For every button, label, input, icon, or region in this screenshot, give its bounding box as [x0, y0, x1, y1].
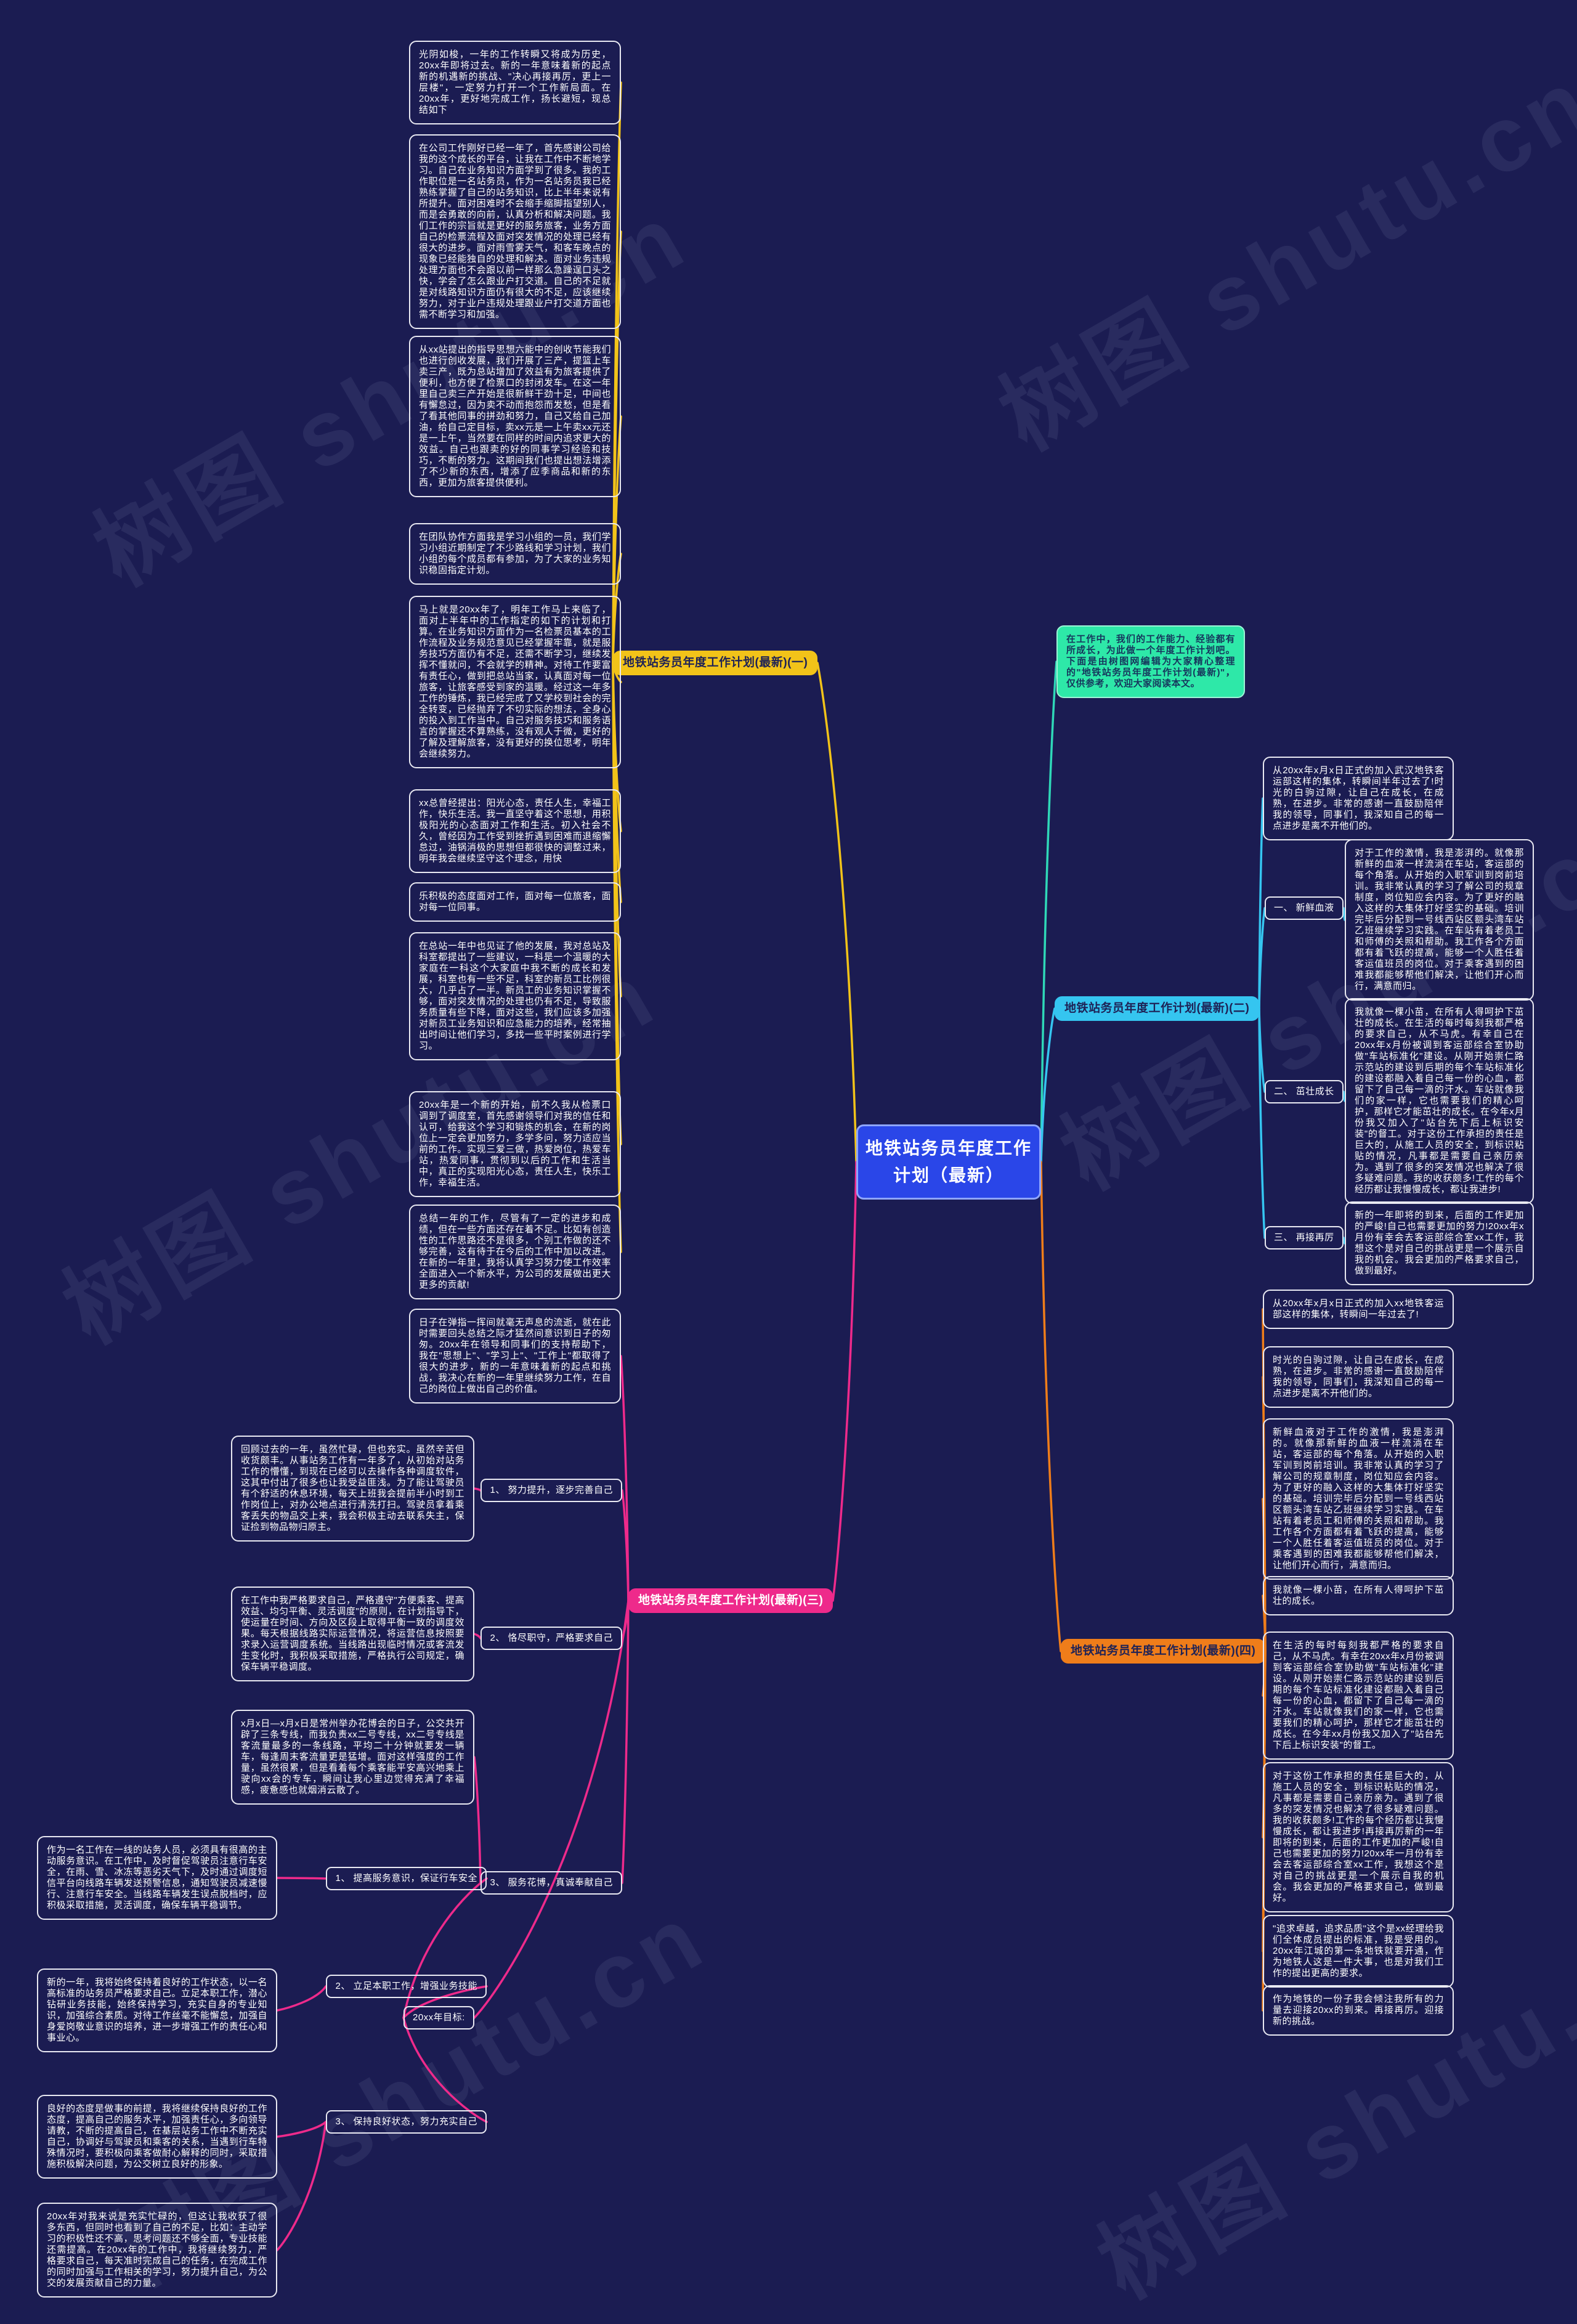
branch-curve: [1040, 660, 1058, 1163]
branch-curve: [276, 2121, 327, 2138]
branch-curve: [816, 662, 857, 1163]
node-section-label[interactable]: 3、 服务花博，真诚奉献自己: [480, 1871, 622, 1895]
branch-curve: [1258, 907, 1266, 1010]
node-branch-4[interactable]: 地铁站务员年度工作计划(最新)(四): [1061, 1639, 1266, 1664]
branch-curve: [1342, 1091, 1346, 1102]
node-goal-item[interactable]: 1、 提高服务意识，保证行车安全: [326, 1867, 487, 1890]
branch-curve: [473, 1599, 630, 2019]
paragraph-box[interactable]: 日子在弹指一挥间就毫无声息的流逝，就在此时需要回头总结之际才猛然间意识到日子的匆…: [409, 1309, 621, 1404]
branch-curve: [402, 1877, 488, 2019]
paragraph-box[interactable]: 在总站一年中也见证了他的发展，我对总站及科室都提出了一些建议，一科是一个温暖的大…: [409, 932, 621, 1060]
node-central[interactable]: 地铁站务员年度工作计划（最新）: [856, 1124, 1041, 1200]
paragraph-box[interactable]: 新鲜血液对于工作的激情，我是澎湃的。就像那新鲜的血液一样流淌在车站，客运部的每个…: [1263, 1418, 1454, 1580]
node-section-label[interactable]: 2、 恪尽职守，严格要求自己: [480, 1627, 622, 1650]
node-section-label[interactable]: 1、 努力提升，逐步完善自己: [480, 1479, 622, 1502]
paragraph-box[interactable]: 乐积极的态度面对工作，面对每一位旅客，面对每一位同事。: [409, 882, 621, 922]
branch-curve: [1342, 1237, 1346, 1245]
branch-curve: [621, 1599, 630, 1884]
branch-curve: [621, 1489, 630, 1602]
paragraph-box[interactable]: 对于这份工作承担的责任是巨大的，从施工人员的安全，到标识粘贴的情况，凡事都是需要…: [1263, 1762, 1454, 1912]
branch-curve: [276, 2121, 327, 2251]
paragraph-box[interactable]: 在团队协作方面我是学习小组的一员，我们学习小组近期制定了不少路线和学习计划，我们…: [409, 523, 621, 585]
paragraph-box[interactable]: 马上就是20xx年了，明年工作马上来临了，面对上半年中的工作指定的如下的计划和打…: [409, 596, 621, 768]
paragraph-box[interactable]: 作为一名工作在一线的站务人员，必须具有很高的主动服务意识。在工作中，及时督促驾驶…: [37, 1836, 277, 1920]
node-branch-2[interactable]: 地铁站务员年度工作计划(最新)(二): [1055, 996, 1260, 1021]
paragraph-box[interactable]: 回顾过去的一年，虽然忙碌，但也充实。虽然辛苦但收货颇丰。从事站务工作有一年多了，…: [231, 1436, 474, 1542]
paragraph-box[interactable]: 20xx年对我来说是充实忙碌的，但这让我收获了很多东西，但同时也看到了自己的不足…: [37, 2203, 277, 2298]
node-goal-label[interactable]: 20xx年目标:: [403, 2006, 474, 2029]
branch-curve: [1258, 797, 1264, 1010]
branch-curve: [832, 1161, 857, 1602]
branch-curve: [473, 1487, 482, 1492]
paragraph-box[interactable]: 我就像一棵小苗，在所有人得呵护下茁壮的成长。在生活的每时每刻我都严格的要求自己，…: [1345, 998, 1534, 1204]
node-branch-3[interactable]: 地铁站务员年度工作计划(最新)(三): [628, 1588, 833, 1613]
paragraph-box[interactable]: 新的一年，我将始终保持着良好的工作状态，以一名高标准的站务员严格要求自己。立足本…: [37, 1968, 277, 2052]
paragraph-box[interactable]: 20xx年是一个新的开始，前不久我从检票口调到了调度室，首先感谢领导们对我的信任…: [409, 1091, 621, 1197]
paragraph-box[interactable]: 对于工作的激情，我是澎湃的。就像那新鲜的血液一样流淌在车站，客运部的每个角落。从…: [1345, 839, 1534, 1001]
branch-curve: [1342, 907, 1346, 921]
node-intro-card[interactable]: 在工作中，我们的工作能力、经验都有所成长，为此做一个年度工作计划吧。下面是由树图…: [1056, 625, 1245, 698]
paragraph-box[interactable]: 光阴如梭，一年的工作转瞬又将成为历史，20xx年即将过去。新的一年意味着新的起点…: [409, 41, 621, 124]
node-goal-item[interactable]: 3、 保持良好状态，努力充实自己: [326, 2110, 487, 2134]
node-section-label[interactable]: 三、 再接再厉: [1265, 1226, 1344, 1249]
paragraph-box[interactable]: 从20xx年x月x日正式的加入武汉地铁客运部这样的集体，转瞬间半年过去了!时光的…: [1263, 757, 1454, 840]
branch-curve: [402, 2017, 488, 2123]
node-section-label[interactable]: 二、 茁壮成长: [1265, 1080, 1344, 1103]
branch-curve: [1040, 1161, 1062, 1652]
paragraph-box[interactable]: 在工作中我严格要求自己，严格遵守"方便乘客、提高效益、均匀平衡、灵活调度"的原则…: [231, 1587, 474, 1681]
paragraph-box[interactable]: 我就像一棵小苗，在所有人得呵护下茁壮的成长。: [1263, 1576, 1454, 1615]
branch-curve: [1258, 1007, 1266, 1239]
branch-curve: [276, 1877, 327, 1880]
node-branch-1[interactable]: 地铁站务员年度工作计划(最新)(一): [613, 651, 818, 675]
paragraph-box[interactable]: 从xx站提出的指导思想六能中的创收节能我们也进行创收发展，我们开展了三产，提篮上…: [409, 336, 621, 497]
branch-curve: [402, 1985, 488, 2019]
paragraph-box[interactable]: 总结一年的工作，尽管有了一定的进步和成绩，但在一些方面还存在着不足。比如有创造性…: [409, 1205, 621, 1299]
branch-curve: [473, 1756, 482, 1884]
paragraph-box[interactable]: 时光的白驹过隙，让自己在成长，在成熟，在进步。非常的感谢一直鼓励陪伴我的领导，同…: [1263, 1346, 1454, 1408]
paragraph-box[interactable]: x月x日—x月x日是常州举办花博会的日子，公交共开辟了三条专线，而我负责xx二号…: [231, 1710, 474, 1805]
paragraph-box[interactable]: 作为地铁的一份子我会倾注我所有的力量去迎接20xx的到来。再接再厉。迎接新的挑战…: [1263, 1985, 1454, 2036]
paragraph-box[interactable]: 良好的态度是做事的前提，我将继续保持良好的工作态度，提高自己的服务水平，加强责任…: [37, 2095, 277, 2179]
branch-curve: [1040, 1007, 1056, 1163]
paragraph-box[interactable]: 在公司工作刚好已经一年了，首先感谢公司给我的这个成长的平台，让我在工作中不断地学…: [409, 134, 621, 329]
paragraph-box[interactable]: xx总曾经提出：阳光心态，责任人生，幸福工作，快乐生活。我一直坚守着这个思想，用…: [409, 789, 621, 873]
paragraph-box[interactable]: 新的一年即将的到来，后面的工作更加的严峻!自己也需要更加的努力!20xx年x月份…: [1345, 1201, 1534, 1285]
paragraph-box[interactable]: "追求卓越，追求品质"这个是xx经理给我们全体成员提出的标准，我是受用的。20x…: [1263, 1915, 1454, 1988]
node-goal-item[interactable]: 2、 立足本职工作，增强业务技能: [326, 1975, 487, 1998]
node-section-label[interactable]: 一、 新鲜血液: [1265, 896, 1344, 920]
branch-curve: [276, 1985, 327, 2012]
branch-curve: [473, 1633, 482, 1639]
paragraph-box[interactable]: 在生活的每时每刻我都严格的要求自己，从不马虎。有幸在20xx年x月份被调到客运部…: [1263, 1631, 1454, 1760]
paragraph-box[interactable]: 从20xx年x月x日正式的加入xx地铁客运部这样的集体，转瞬间一年过去了!: [1263, 1290, 1454, 1329]
